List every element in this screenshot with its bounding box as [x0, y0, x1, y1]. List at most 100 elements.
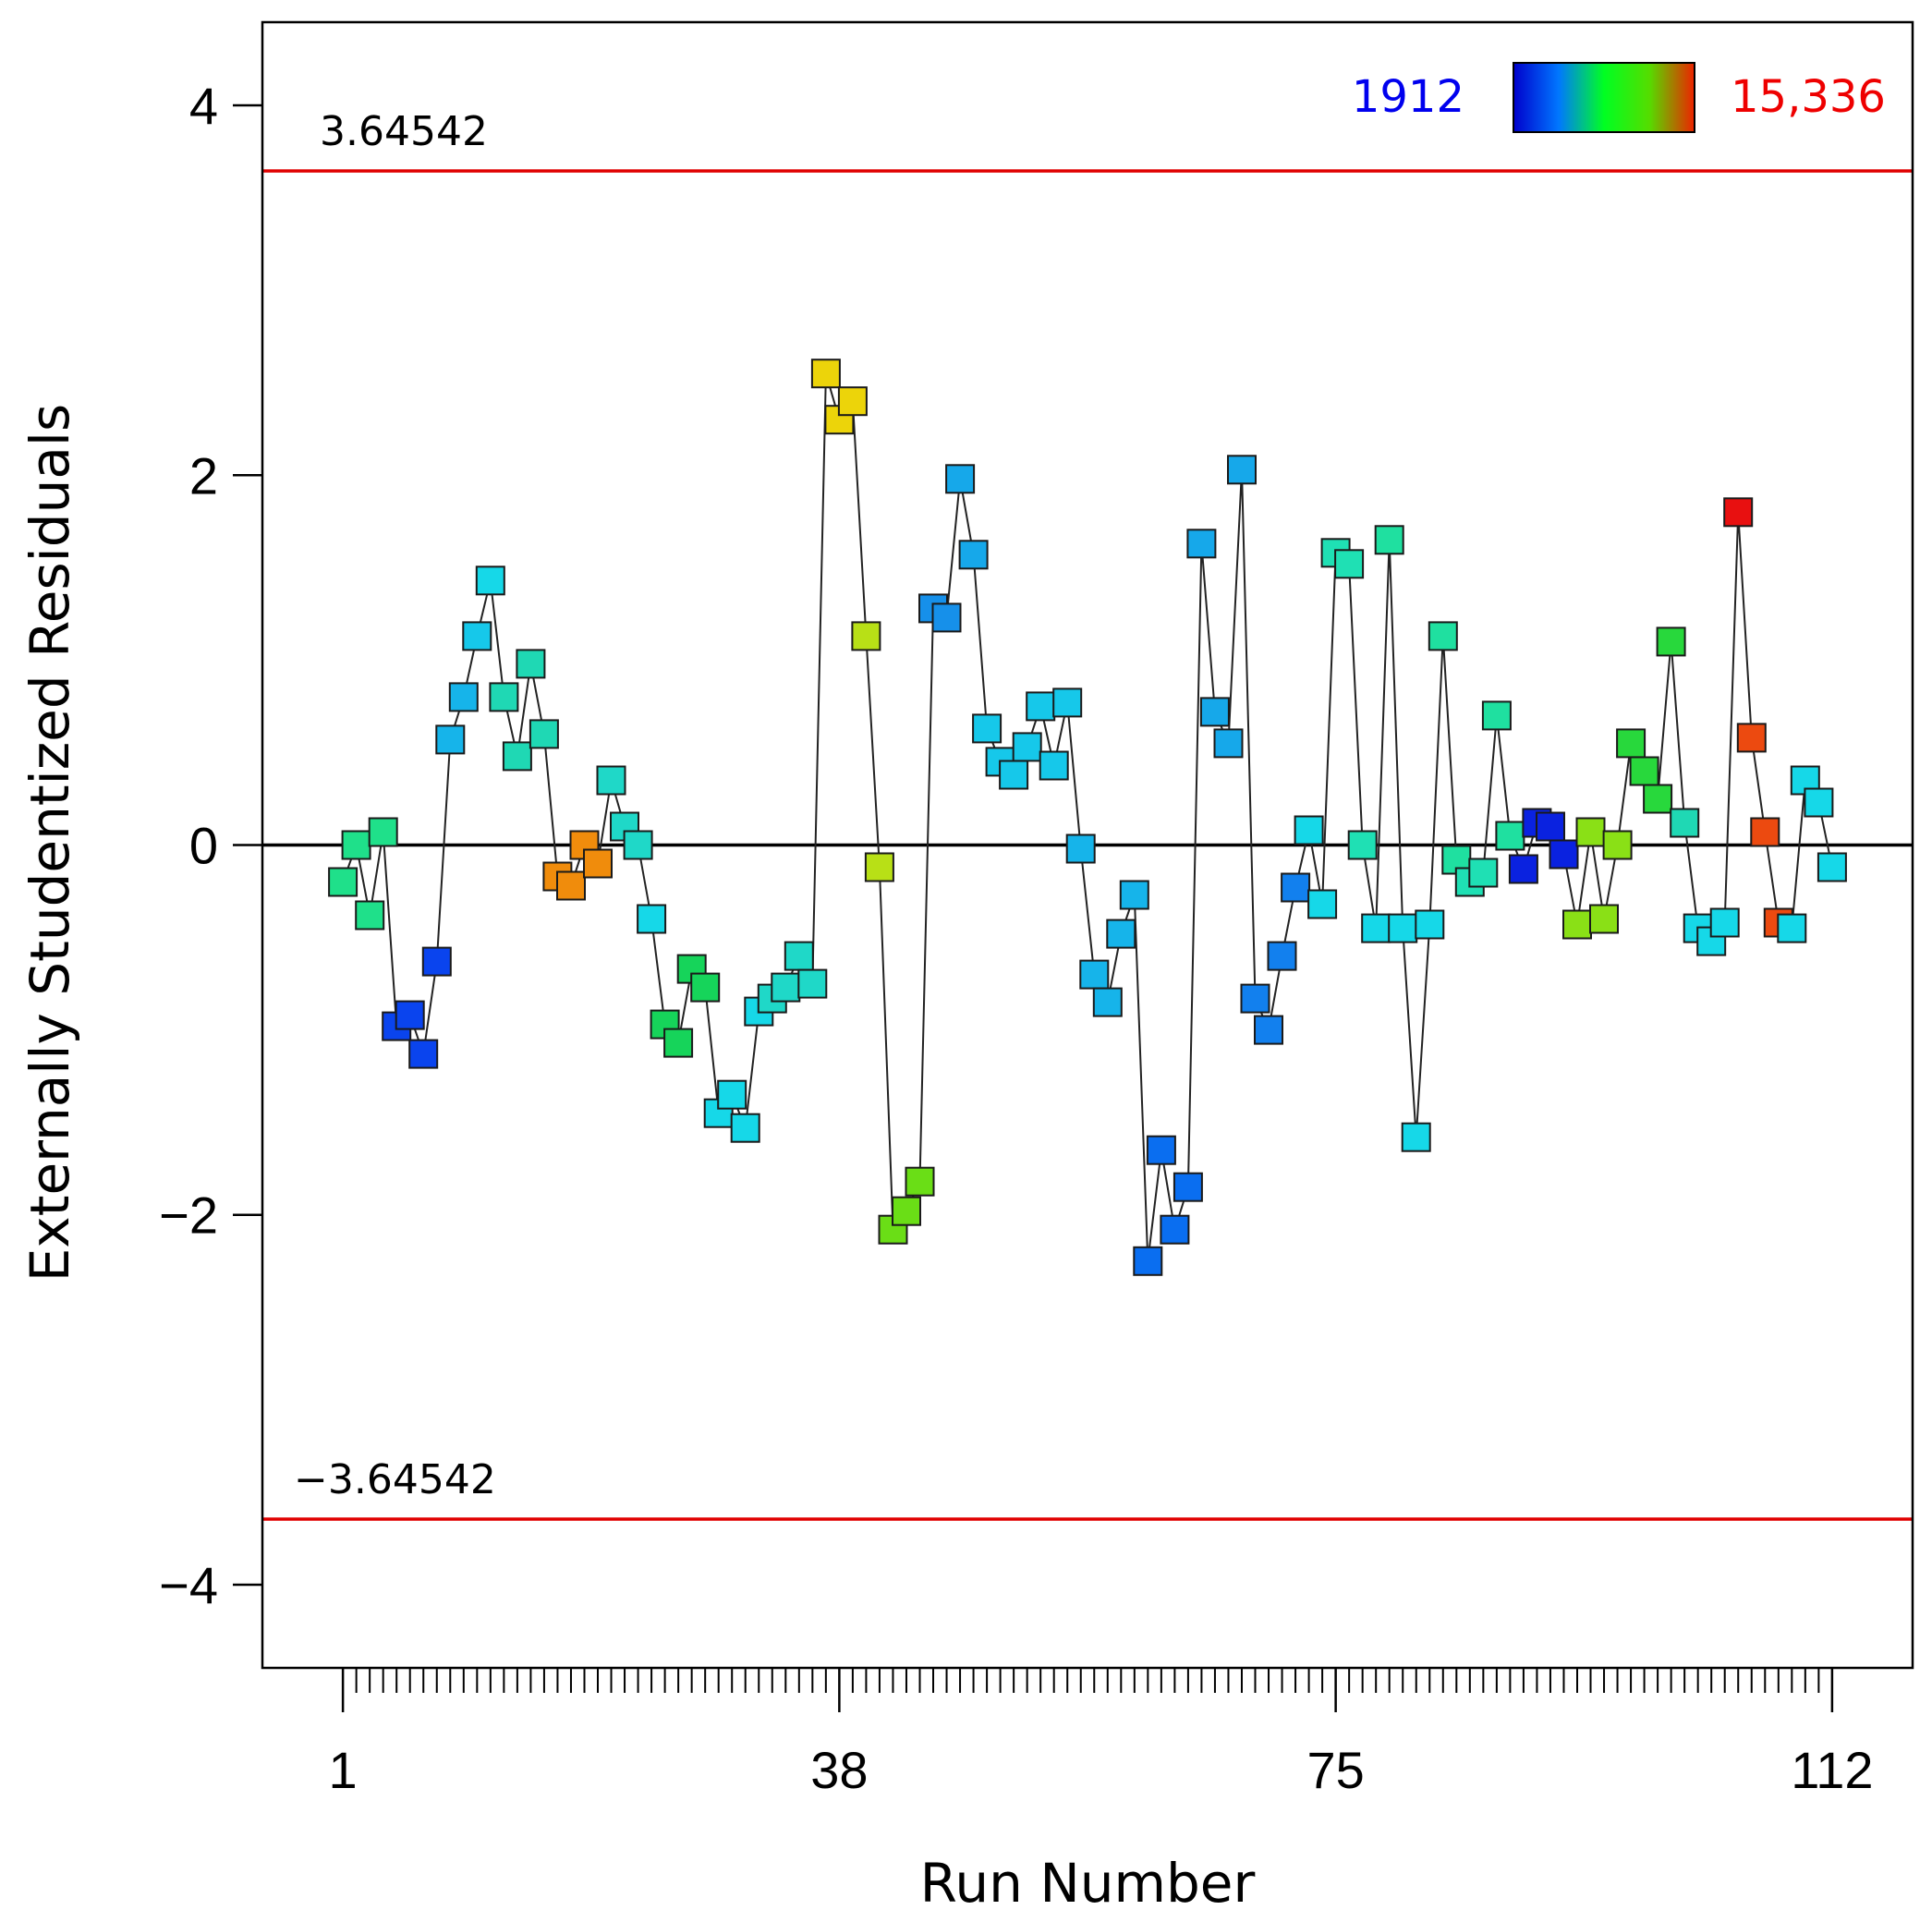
data-point[interactable] — [1361, 913, 1391, 943]
data-point[interactable] — [475, 566, 505, 596]
data-point[interactable] — [1173, 1172, 1203, 1202]
x-tick-label: 112 — [1791, 1741, 1873, 1799]
data-point[interactable] — [1281, 872, 1311, 903]
data-point[interactable] — [421, 946, 452, 977]
data-point[interactable] — [502, 741, 532, 772]
data-point[interactable] — [892, 1196, 921, 1226]
data-point[interactable] — [1012, 732, 1042, 762]
y-tick-label: 4 — [189, 77, 218, 135]
data-point[interactable] — [1656, 626, 1686, 657]
data-point[interactable] — [810, 359, 841, 389]
data-point[interactable] — [1374, 525, 1404, 555]
data-point[interactable] — [1670, 808, 1700, 838]
data-point[interactable] — [1213, 728, 1244, 759]
data-point[interactable] — [784, 941, 814, 971]
data-point[interactable] — [1106, 918, 1136, 949]
data-point[interactable] — [1133, 1246, 1163, 1276]
data-point[interactable] — [341, 830, 371, 860]
data-point[interactable] — [945, 464, 976, 494]
data-point[interactable] — [1508, 854, 1538, 884]
data-point[interactable] — [1481, 700, 1512, 731]
data-point[interactable] — [1146, 1135, 1176, 1165]
data-point[interactable] — [1495, 821, 1525, 851]
data-point[interactable] — [1401, 1122, 1431, 1152]
data-point[interactable] — [1227, 455, 1257, 485]
data-point[interactable] — [999, 760, 1029, 790]
data-point[interactable] — [1536, 811, 1565, 842]
data-point[interactable] — [1629, 756, 1659, 786]
data-point[interactable] — [1240, 983, 1270, 1014]
data-point[interactable] — [1415, 909, 1445, 940]
data-point[interactable] — [851, 621, 881, 651]
data-point[interactable] — [1160, 1214, 1190, 1245]
data-point[interactable] — [556, 870, 586, 901]
data-point[interactable] — [637, 904, 667, 934]
data-point[interactable] — [1616, 728, 1646, 759]
data-point[interactable] — [1334, 549, 1365, 579]
data-point[interactable] — [864, 852, 894, 882]
data-point[interactable] — [730, 1113, 760, 1143]
data-point[interactable] — [1079, 959, 1110, 990]
data-point[interactable] — [958, 540, 989, 570]
data-point[interactable] — [328, 867, 358, 897]
data-point[interactable] — [1589, 904, 1619, 934]
lower-limit-label: −3.64542 — [294, 1456, 496, 1503]
data-point[interactable] — [355, 900, 385, 931]
data-point[interactable] — [905, 1166, 935, 1197]
data-point[interactable] — [690, 972, 721, 1003]
data-point[interactable] — [623, 830, 653, 860]
data-point[interactable] — [1723, 497, 1754, 528]
data-point[interactable] — [1199, 697, 1230, 727]
data-point[interactable] — [931, 602, 962, 633]
data-point[interactable] — [771, 972, 801, 1003]
data-point[interactable] — [1709, 907, 1740, 938]
data-point[interactable] — [368, 817, 398, 847]
data-point[interactable] — [797, 968, 828, 999]
data-point[interactable] — [1065, 833, 1096, 864]
data-point[interactable] — [1092, 987, 1123, 1017]
data-point[interactable] — [1428, 621, 1458, 651]
x-axis-title: Run Number — [920, 1852, 1256, 1915]
data-point[interactable] — [1294, 815, 1324, 845]
data-point[interactable] — [596, 765, 626, 796]
data-point[interactable] — [837, 386, 868, 417]
data-point[interactable] — [516, 649, 546, 679]
data-point[interactable] — [435, 724, 466, 755]
data-point[interactable] — [1254, 1015, 1283, 1045]
data-point[interactable] — [1777, 913, 1807, 943]
data-point[interactable] — [1804, 787, 1834, 818]
data-point[interactable] — [1026, 691, 1056, 722]
data-point[interactable] — [408, 1039, 439, 1069]
data-point[interactable] — [1307, 889, 1338, 919]
data-point[interactable] — [462, 621, 492, 651]
data-point[interactable] — [1119, 880, 1149, 910]
data-point[interactable] — [1736, 723, 1767, 753]
data-point[interactable] — [1347, 830, 1378, 860]
data-point[interactable] — [1267, 941, 1297, 971]
data-point[interactable] — [1052, 687, 1083, 718]
data-point[interactable] — [1549, 839, 1579, 870]
data-point[interactable] — [1750, 817, 1780, 847]
y-tick-label: −4 — [159, 1556, 218, 1614]
data-point[interactable] — [1575, 817, 1606, 847]
data-point[interactable] — [1643, 784, 1673, 814]
y-tick-label: 0 — [189, 817, 218, 875]
data-point[interactable] — [717, 1079, 747, 1110]
legend-max-label: 15,336 — [1731, 71, 1886, 123]
data-point[interactable] — [1468, 858, 1499, 888]
data-point[interactable] — [489, 682, 519, 712]
data-point[interactable] — [1562, 909, 1592, 940]
data-point[interactable] — [1817, 852, 1847, 882]
data-point[interactable] — [972, 713, 1002, 744]
data-point[interactable] — [1039, 750, 1069, 781]
data-point[interactable] — [1602, 830, 1633, 860]
data-point[interactable] — [529, 719, 559, 749]
data-point[interactable] — [583, 848, 613, 879]
color-legend: 1912 15,336 — [1352, 62, 1886, 133]
data-point[interactable] — [395, 1000, 425, 1030]
data-point[interactable] — [448, 682, 479, 712]
data-point[interactable] — [1388, 913, 1418, 943]
x-tick-label: 1 — [329, 1741, 358, 1799]
data-point[interactable] — [1186, 529, 1217, 559]
data-point[interactable] — [663, 1028, 694, 1058]
